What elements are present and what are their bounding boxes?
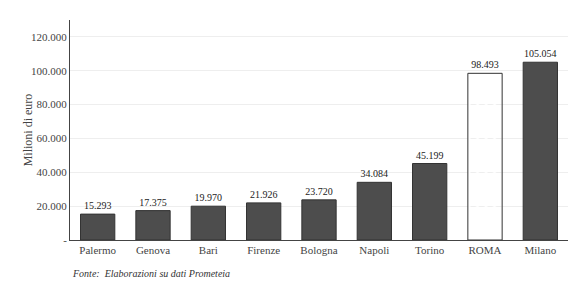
svg-text:45.199: 45.199	[416, 150, 444, 161]
svg-text:21.926: 21.926	[250, 189, 277, 200]
svg-text:Milioni di euro: Milioni di euro	[21, 94, 35, 167]
svg-text:120.000: 120.000	[31, 31, 67, 43]
svg-text:-: -	[63, 234, 67, 246]
svg-text:60.000: 60.000	[37, 132, 68, 144]
svg-text:Bari: Bari	[199, 244, 218, 256]
svg-text:Bologna: Bologna	[300, 244, 337, 256]
svg-text:19.970: 19.970	[195, 192, 223, 203]
svg-text:15.293: 15.293	[84, 200, 112, 211]
svg-text:Milano: Milano	[524, 244, 556, 256]
svg-text:Fonte: Elaborazioni su dati P: Fonte: Elaborazioni su dati Prometeia	[72, 268, 230, 279]
svg-text:105.054: 105.054	[524, 48, 557, 59]
svg-text:ROMA: ROMA	[468, 244, 501, 256]
svg-text:Firenze: Firenze	[247, 244, 280, 256]
svg-text:Genova: Genova	[136, 244, 170, 256]
svg-text:Napoli: Napoli	[359, 244, 389, 256]
svg-text:80.000: 80.000	[37, 98, 68, 110]
svg-text:20.000: 20.000	[37, 200, 68, 212]
svg-text:Palermo: Palermo	[79, 244, 116, 256]
svg-text:100.000: 100.000	[31, 65, 67, 77]
svg-text:23.720: 23.720	[305, 186, 333, 197]
svg-text:17.375: 17.375	[139, 197, 167, 208]
svg-text:40.000: 40.000	[37, 166, 68, 178]
svg-text:98.493: 98.493	[471, 59, 499, 70]
svg-text:34.084: 34.084	[361, 168, 389, 179]
svg-text:Torino: Torino	[415, 244, 445, 256]
